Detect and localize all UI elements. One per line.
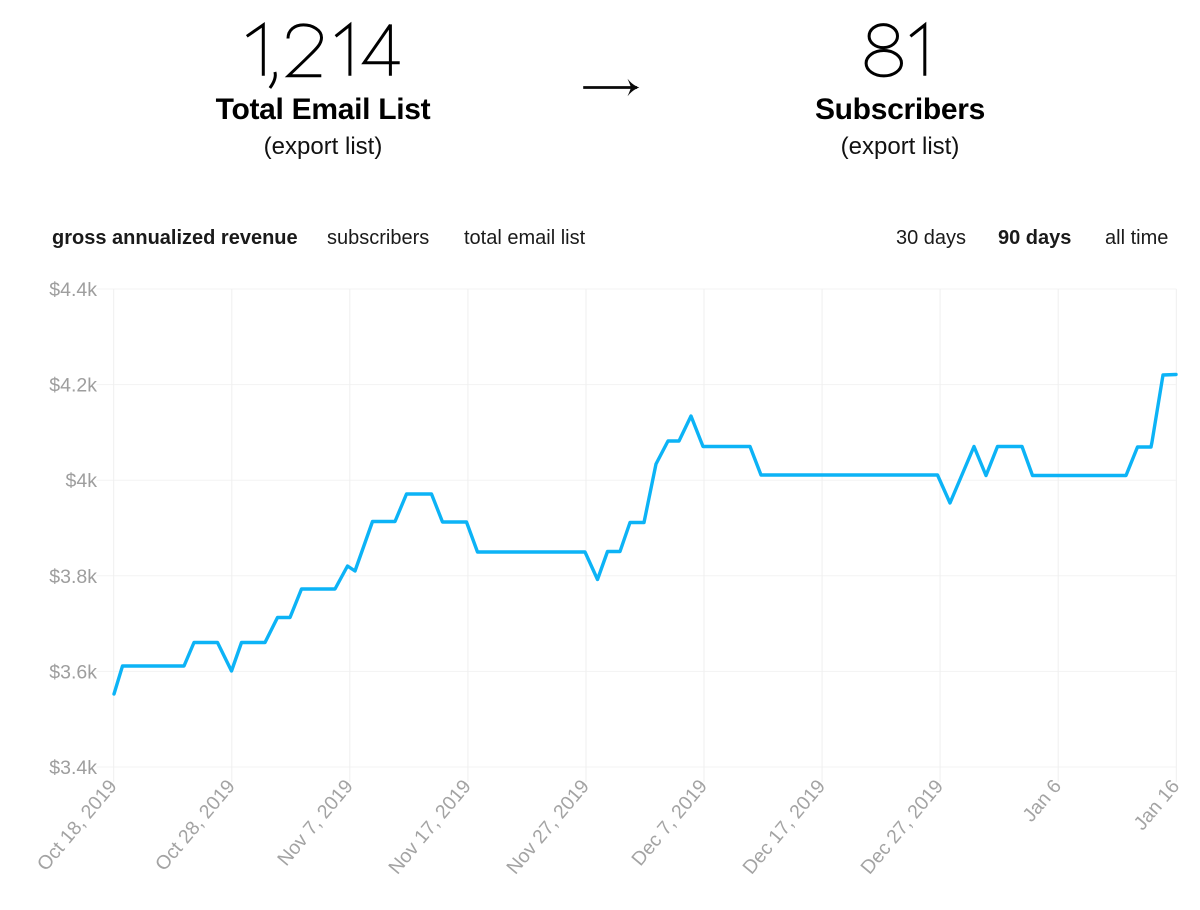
svg-text:$3.8k: $3.8k [49, 566, 97, 588]
svg-text:Oct 18, 2019: Oct 18, 2019 [33, 776, 122, 876]
svg-text:$3.4k: $3.4k [49, 757, 97, 779]
svg-text:Nov 7, 2019: Nov 7, 2019 [273, 776, 357, 871]
svg-text:$3.6k: $3.6k [49, 661, 97, 683]
svg-text:Nov 27, 2019: Nov 27, 2019 [502, 776, 593, 879]
svg-text:Oct 28, 2019: Oct 28, 2019 [151, 776, 240, 876]
svg-text:$4k: $4k [66, 470, 98, 492]
svg-text:Jan 16: Jan 16 [1130, 776, 1184, 835]
svg-text:Jan 6: Jan 6 [1019, 776, 1067, 827]
svg-text:Dec 17, 2019: Dec 17, 2019 [739, 776, 830, 879]
svg-text:Dec 27, 2019: Dec 27, 2019 [857, 776, 948, 879]
svg-text:Nov 17, 2019: Nov 17, 2019 [384, 776, 475, 879]
svg-text:$4.4k: $4.4k [49, 279, 97, 301]
svg-text:$4.2k: $4.2k [49, 375, 97, 397]
svg-text:Dec 7, 2019: Dec 7, 2019 [627, 776, 711, 871]
